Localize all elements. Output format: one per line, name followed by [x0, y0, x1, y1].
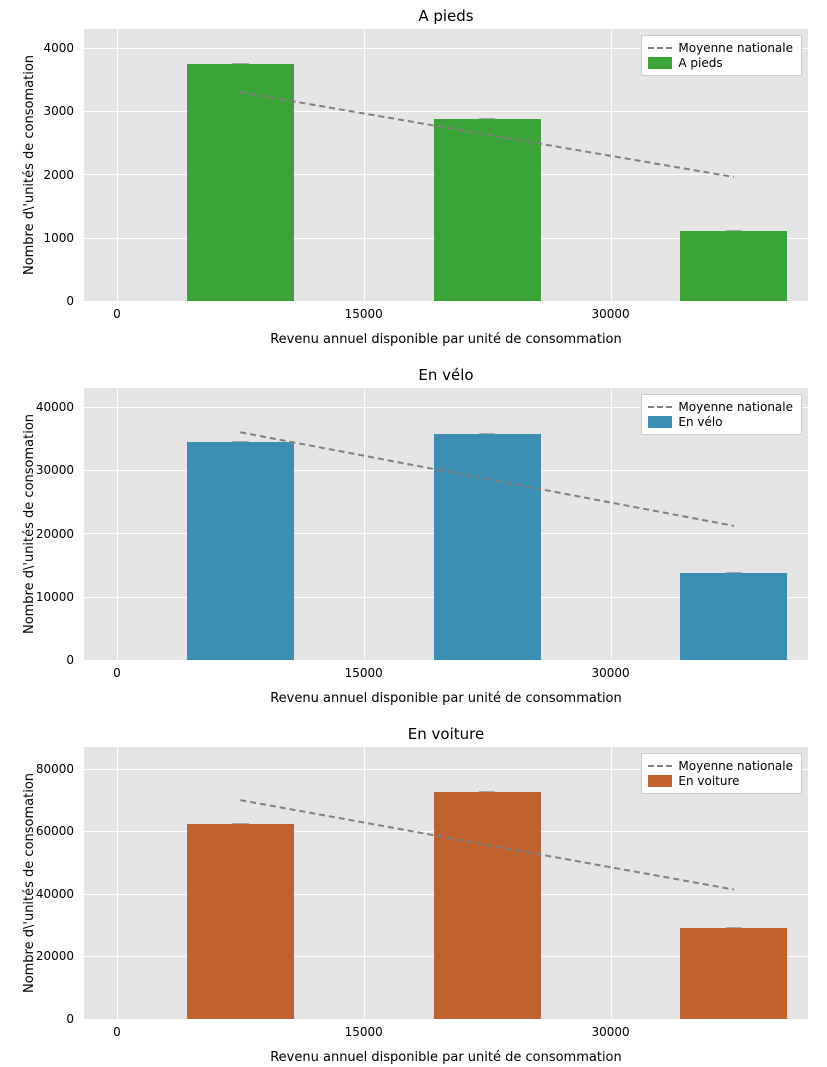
legend-row-series: En voiture — [648, 774, 793, 788]
x-axis-label: Revenu annuel disponible par unité de co… — [84, 691, 808, 706]
ytick-label: 20000 — [36, 949, 74, 963]
ytick-label: 40000 — [36, 887, 74, 901]
error-cap — [479, 118, 495, 119]
error-cap — [726, 927, 742, 928]
gridline-h — [84, 660, 808, 661]
y-axis-label: Nombre d\'unités de consomation — [22, 29, 37, 301]
xtick-label: 15000 — [345, 1025, 383, 1039]
gridline-v — [117, 388, 118, 660]
ytick-label: 0 — [66, 1012, 74, 1026]
legend: Moyenne nationaleEn vélo — [641, 394, 802, 435]
ytick-label: 30000 — [36, 463, 74, 477]
xtick-label: 30000 — [591, 666, 629, 680]
legend-row-series: En vélo — [648, 415, 793, 429]
ytick-label: 80000 — [36, 762, 74, 776]
bar — [680, 231, 787, 301]
gridline-v — [364, 747, 365, 1019]
subplot-0: Moyenne nationaleA pieds0100020003000400… — [84, 29, 808, 301]
xtick-label: 0 — [113, 666, 121, 680]
error-cap — [479, 433, 495, 434]
ytick-label: 3000 — [43, 104, 74, 118]
ytick-label: 0 — [66, 294, 74, 308]
ytick-label: 10000 — [36, 590, 74, 604]
legend-row-trend: Moyenne nationale — [648, 41, 793, 55]
bar — [187, 442, 294, 660]
error-cap — [726, 572, 742, 573]
gridline-v — [611, 747, 612, 1019]
y-axis-label: Nombre d\'unités de consomation — [22, 388, 37, 660]
plot-area: Moyenne nationaleEn voiture — [84, 747, 808, 1019]
legend-label-series: En voiture — [678, 774, 739, 788]
chart-title: En voiture — [84, 725, 808, 743]
bar — [434, 434, 541, 660]
plot-area: Moyenne nationaleA pieds — [84, 29, 808, 301]
legend-line-icon — [648, 47, 672, 49]
bar — [680, 928, 787, 1019]
ytick-label: 2000 — [43, 168, 74, 182]
gridline-v — [611, 29, 612, 301]
legend-row-trend: Moyenne nationale — [648, 400, 793, 414]
legend-line-icon — [648, 765, 672, 767]
legend-patch-icon — [648, 57, 672, 69]
error-cap — [232, 63, 248, 64]
legend-label-series: A pieds — [678, 56, 722, 70]
ytick-label: 40000 — [36, 400, 74, 414]
legend: Moyenne nationaleEn voiture — [641, 753, 802, 794]
xtick-label: 0 — [113, 307, 121, 321]
legend-row-series: A pieds — [648, 56, 793, 70]
ytick-label: 1000 — [43, 231, 74, 245]
error-cap — [232, 441, 248, 442]
bar — [187, 64, 294, 301]
plot-area: Moyenne nationaleEn vélo — [84, 388, 808, 660]
bar — [434, 792, 541, 1019]
legend-label-trend: Moyenne nationale — [678, 41, 793, 55]
error-cap — [232, 823, 248, 824]
error-cap — [479, 791, 495, 792]
legend-row-trend: Moyenne nationale — [648, 759, 793, 773]
subplot-2: Moyenne nationaleEn voiture0200004000060… — [84, 747, 808, 1019]
legend-label-trend: Moyenne nationale — [678, 400, 793, 414]
legend: Moyenne nationaleA pieds — [641, 35, 802, 76]
bar — [434, 119, 541, 301]
gridline-h — [84, 301, 808, 302]
legend-line-icon — [648, 406, 672, 408]
gridline-v — [117, 29, 118, 301]
gridline-v — [117, 747, 118, 1019]
legend-patch-icon — [648, 416, 672, 428]
legend-label-series: En vélo — [678, 415, 722, 429]
xtick-label: 15000 — [345, 666, 383, 680]
x-axis-label: Revenu annuel disponible par unité de co… — [84, 1050, 808, 1065]
y-axis-label: Nombre d\'unités de consomation — [22, 747, 37, 1019]
ytick-label: 4000 — [43, 41, 74, 55]
xtick-label: 0 — [113, 1025, 121, 1039]
gridline-v — [611, 388, 612, 660]
ytick-label: 0 — [66, 653, 74, 667]
xtick-label: 30000 — [591, 307, 629, 321]
gridline-h — [84, 1019, 808, 1020]
ytick-label: 60000 — [36, 824, 74, 838]
ytick-label: 20000 — [36, 527, 74, 541]
gridline-v — [364, 29, 365, 301]
bar — [680, 573, 787, 660]
subplot-1: Moyenne nationaleEn vélo0100002000030000… — [84, 388, 808, 660]
bar — [187, 824, 294, 1019]
figure: Moyenne nationaleA pieds0100020003000400… — [0, 0, 827, 1067]
gridline-v — [364, 388, 365, 660]
legend-patch-icon — [648, 775, 672, 787]
legend-label-trend: Moyenne nationale — [678, 759, 793, 773]
xtick-label: 30000 — [591, 1025, 629, 1039]
chart-title: En vélo — [84, 366, 808, 384]
error-cap — [726, 230, 742, 231]
chart-title: A pieds — [84, 7, 808, 25]
x-axis-label: Revenu annuel disponible par unité de co… — [84, 332, 808, 347]
xtick-label: 15000 — [345, 307, 383, 321]
